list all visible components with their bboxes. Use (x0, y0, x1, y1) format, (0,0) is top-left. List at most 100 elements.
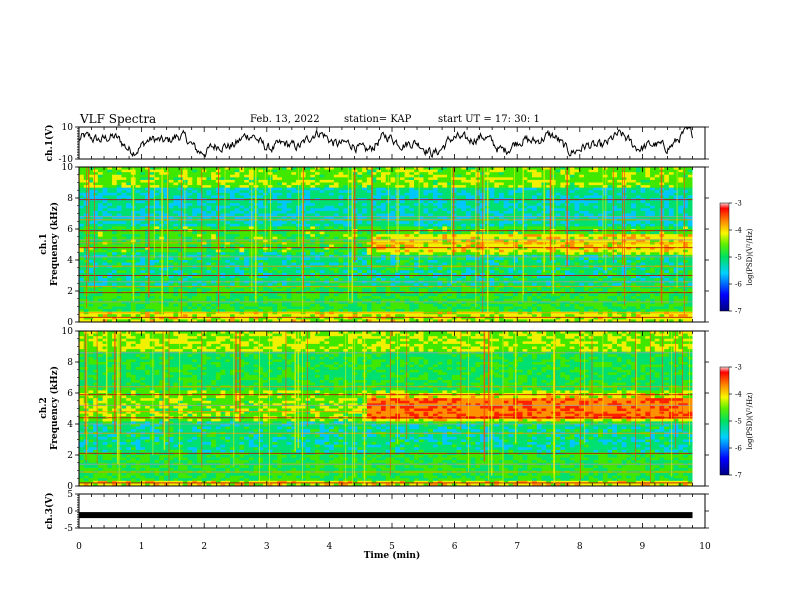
ch1-spectrogram-cell (333, 239, 339, 243)
ch1-spectrogram-cell (423, 213, 429, 217)
ch1-spectrogram-cell (678, 187, 684, 191)
ch1-spectrogram-cell (503, 210, 509, 214)
ch1-spectrogram-cell (678, 185, 684, 189)
ch1-spectrogram-cell (461, 169, 467, 173)
ch1-spectrogram-cell (258, 205, 264, 209)
ch1-spectrogram-cell (201, 187, 207, 191)
ch1-spectrogram-cell (343, 210, 349, 214)
ch1-spectrogram-cell (329, 190, 335, 194)
ch1-spectrogram-cell (107, 262, 113, 266)
ch1-spectrogram-cell (230, 169, 236, 173)
ch1-spectrogram-cell (244, 244, 250, 248)
ch1-spectrogram-cell (607, 244, 613, 248)
ch1-spectrogram-cell (546, 221, 552, 225)
ch1-spectrogram-cell (338, 241, 344, 245)
ch1-spectrogram-cell (112, 185, 118, 189)
ch1-spectrogram-cell (527, 195, 533, 199)
ch1-spectrogram-cell (112, 239, 118, 243)
ch1-spectrogram-cell (616, 182, 623, 186)
ch1-spectrogram-cell (88, 190, 94, 194)
ch1-spectrogram-cell (281, 187, 288, 191)
ch1-spectrogram-cell (560, 187, 566, 191)
ch1-spectrogram-cell (631, 262, 637, 266)
ch1-spectrogram-cell (366, 205, 372, 209)
ch1-spectrogram-cell (272, 257, 278, 261)
ch1-spectrogram-cell (569, 179, 575, 183)
ch1-spectrogram-cell (97, 257, 103, 261)
ch1-spectrogram-cell (428, 210, 434, 214)
ch1-spectrogram-cell (97, 241, 103, 245)
ch1-spectrogram-cell (390, 223, 396, 227)
ch1-spectrogram-cell (423, 234, 429, 238)
ch1-spectrogram-cell (319, 187, 325, 191)
ch1-spectrogram-cell (79, 190, 85, 194)
ch1-spectrogram-cell (442, 179, 448, 183)
ch1-spectrogram-cell (503, 244, 509, 248)
ch1-spectrogram-cell (399, 226, 406, 230)
ch1-spectrogram-cell (272, 190, 278, 194)
ch1-spectrogram-cell (107, 257, 113, 261)
ch1-spectrogram-cell (536, 236, 542, 240)
ch1-spectrogram-cell (423, 257, 429, 261)
ch1-spectrogram-cell (220, 185, 226, 189)
ch1-spectrogram-cell (135, 205, 141, 209)
ch1-spectrogram-cell (635, 231, 641, 235)
ch1-spectrogram-cell (522, 187, 528, 191)
ch1-spectrogram-cell (93, 187, 99, 191)
ch1-spectrogram-cell (154, 185, 160, 189)
ch1-spectrogram-cell (112, 216, 118, 220)
ch1-spectrogram-cell (244, 182, 250, 186)
ch1-spectrogram-cell (607, 210, 613, 214)
ch1-spectrogram-cell (220, 244, 226, 248)
ch1-spectrogram-cell (626, 169, 632, 173)
ch1-spectrogram-cell (635, 213, 641, 217)
ch1-spectrogram-cell (272, 241, 278, 245)
ch1-spectrogram-cell (324, 249, 330, 253)
ch1-spectrogram-cell (598, 210, 604, 214)
ch1-spectrogram-cell (546, 239, 552, 243)
ch1-spectrogram-cell (513, 174, 519, 178)
ch1-spectrogram-cell (145, 234, 151, 238)
ch1-spectrogram-cell (329, 257, 335, 261)
ch1-spectrogram-cell (286, 192, 292, 196)
ch1-spectrogram-cell (277, 200, 283, 204)
ch1-spectrogram-cell (93, 213, 99, 217)
ch1-spectrogram-cell (560, 205, 566, 209)
ch1-spectrogram-cell (338, 254, 344, 258)
ch1-spectrogram-cell (362, 231, 368, 235)
ch1-spectrogram-cell (135, 208, 141, 212)
ch1-spectrogram-cell (588, 234, 594, 238)
ch1-spectrogram-cell (371, 249, 377, 253)
ch1-spectrogram-cell (112, 247, 118, 251)
ch1-spectrogram-cell (88, 247, 94, 251)
ch1-spectrogram-cell (527, 213, 533, 217)
ch1-spectrogram-cell (272, 226, 278, 230)
ch1-spectrogram-cell (338, 231, 344, 235)
ch1-spectrogram-cell (593, 195, 599, 199)
ch1-spectrogram-cell (126, 174, 132, 178)
ch1-spectrogram-cell (211, 223, 217, 227)
ch1-spectrogram-cell (494, 260, 500, 263)
ch1-spectrogram-cell (503, 185, 509, 189)
ch1-spectrogram-cell (182, 231, 188, 235)
ch1-spectrogram-cell (121, 249, 127, 253)
ch1-spectrogram-cell (489, 169, 495, 173)
ch1-spectrogram-cell (461, 167, 467, 170)
ch1-spectrogram-cell (291, 190, 297, 194)
ch1-spectrogram-cell (281, 260, 288, 263)
ch1-spectrogram-cell (121, 247, 127, 251)
ch1-spectrogram-cell (546, 231, 552, 235)
ch1-spectrogram-cell (598, 262, 604, 266)
ch1-spectrogram-cell (607, 216, 613, 220)
ch1-spectrogram-cell (612, 213, 618, 217)
ch1-spectrogram-cell (513, 177, 519, 181)
ch1-spectrogram-cell (140, 169, 146, 173)
ch1-spectrogram-cell (451, 185, 457, 189)
ch1-spectrogram-cell (532, 260, 538, 263)
ch1-spectrogram-cell (291, 257, 297, 261)
ch1-spectrogram-cell (560, 213, 566, 217)
ch1-spectrogram-cell (668, 169, 674, 173)
ch1-spectrogram-cell (626, 192, 632, 196)
ch1-spectrogram-cell (588, 172, 594, 176)
ch1-spectrogram-cell (362, 254, 368, 258)
